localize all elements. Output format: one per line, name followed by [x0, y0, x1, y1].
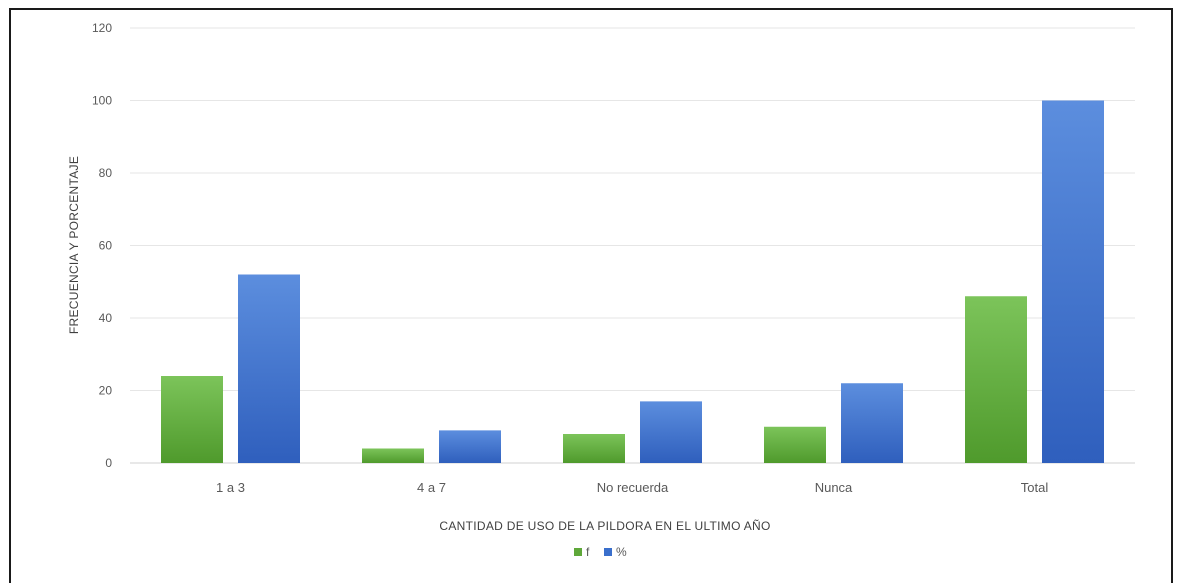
- y-axis-title: FRECUENCIA Y PORCENTAJE: [67, 156, 81, 334]
- y-tick-label: 60: [99, 239, 113, 253]
- x-tick-label: No recuerda: [597, 480, 669, 495]
- y-tick-label: 0: [105, 456, 112, 470]
- y-tick-label: 100: [92, 94, 112, 108]
- bar-f-3: [764, 426, 826, 463]
- x-tick-label: Total: [1021, 480, 1049, 495]
- bar-percent-3: [841, 383, 903, 463]
- chart-frame: [9, 8, 1173, 583]
- x-tick-label: 1 a 3: [216, 480, 245, 495]
- bar-f-4: [965, 296, 1027, 463]
- legend-label: f: [586, 545, 590, 559]
- bar-f-2: [563, 434, 625, 463]
- x-axis-ticks: 1 a 3 4 a 7 No recuerda Nunca Total: [216, 480, 1048, 495]
- bar-percent-1: [439, 430, 501, 463]
- bar-percent-2: [640, 401, 702, 463]
- bars: [161, 100, 1104, 463]
- legend-swatch: [574, 548, 582, 556]
- legend: f%: [574, 545, 627, 559]
- bar-percent-4: [1042, 100, 1104, 463]
- legend-swatch: [604, 548, 612, 556]
- x-tick-label: 4 a 7: [417, 480, 446, 495]
- y-tick-label: 20: [99, 384, 113, 398]
- x-tick-label: Nunca: [815, 480, 853, 495]
- bar-percent-0: [238, 274, 300, 463]
- bar-f-0: [161, 376, 223, 463]
- x-axis-title: CANTIDAD DE USO DE LA PILDORA EN EL ULTI…: [439, 519, 770, 533]
- legend-label: %: [616, 545, 627, 559]
- y-axis-ticks: 0 20 40 60 80 100 120: [92, 21, 112, 470]
- bar-f-1: [362, 448, 424, 463]
- y-tick-label: 120: [92, 21, 112, 35]
- y-tick-label: 40: [99, 311, 113, 325]
- y-tick-label: 80: [99, 166, 113, 180]
